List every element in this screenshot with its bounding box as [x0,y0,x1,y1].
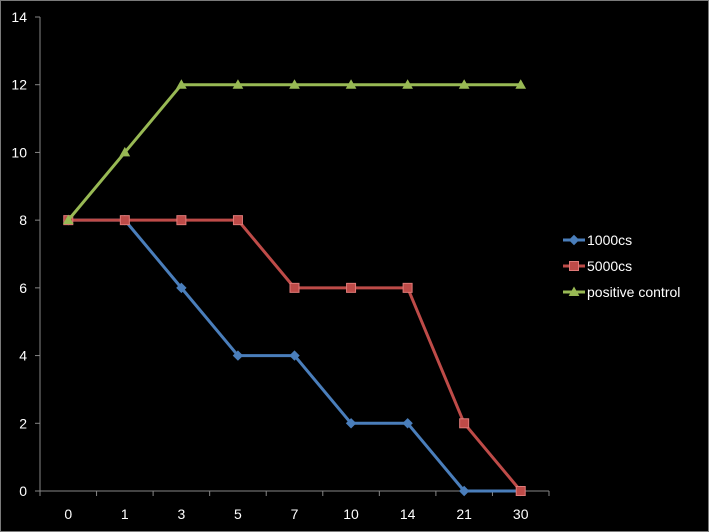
legend-marker-1000cs [568,234,580,246]
data-point-5000cs [346,282,357,293]
x-tick-label: 0 [64,506,72,522]
x-tick-label: 10 [343,506,359,522]
legend-label-1000cs: 1000cs [587,232,632,248]
y-tick-label: 0 [19,483,27,499]
y-tick-label: 10 [11,144,27,160]
data-point-positive-control [176,79,187,89]
data-point-1000cs [289,350,300,361]
data-point-1000cs [176,282,187,294]
x-tick-label: 21 [456,506,472,522]
data-point-positive-control [119,146,131,157]
legend-label-positive-control: positive control [587,284,680,300]
data-point-5000cs [232,215,243,226]
data-point-1000cs [345,418,357,429]
data-point-positive-control [345,79,357,89]
data-point-positive-control [458,79,470,89]
y-tick-label: 2 [19,415,27,431]
legend-label-5000cs: 5000cs [587,258,632,274]
x-tick-label: 3 [177,506,185,522]
x-tick-label: 30 [513,506,529,522]
data-point-5000cs [402,282,413,293]
y-tick-label: 12 [11,77,27,93]
x-tick-label: 5 [234,506,242,522]
y-tick-label: 6 [19,280,27,296]
data-point-1000cs [402,418,413,429]
data-point-5000cs [459,418,470,429]
x-tick-label: 14 [400,506,416,522]
data-point-positive-control [62,214,74,225]
data-point-positive-control [232,79,244,89]
y-tick-label: 14 [11,9,27,25]
y-tick-label: 4 [19,348,27,364]
data-point-5000cs [119,215,130,226]
data-point-5000cs [176,215,187,226]
x-tick-label: 1 [121,506,129,522]
data-point-5000cs [515,486,526,496]
data-point-1000cs [458,485,470,497]
legend-marker-5000cs [569,261,579,271]
legend-marker-positive-control [568,286,580,296]
data-point-positive-control [515,79,527,89]
data-point-1000cs [232,350,244,361]
data-point-positive-control [402,79,413,89]
data-point-5000cs [289,282,300,293]
y-tick-label: 8 [19,212,27,228]
series-line-positive-control [67,83,521,222]
x-tick-label: 7 [291,506,299,522]
data-point-positive-control [289,79,300,89]
